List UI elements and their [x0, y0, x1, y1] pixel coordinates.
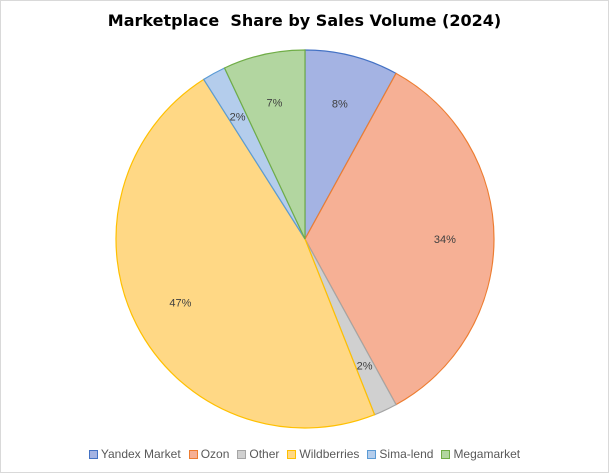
legend-item-ozon: Ozon	[188, 447, 230, 461]
chart-title: Marketplace Share by Sales Volume (2024)	[107, 11, 502, 30]
data-label-yandex-market: 8%	[332, 99, 348, 111]
legend-swatch	[237, 449, 247, 459]
pie-chart: 8% 34% 2% 47% 2% 7%	[115, 49, 495, 429]
legend-item-wildberries: Wildberries	[287, 447, 359, 461]
legend-swatch	[441, 449, 451, 459]
data-label-megamarket: 7%	[267, 98, 283, 110]
data-label-ozon: 34%	[434, 234, 456, 246]
legend-item-megamarket: Megamarket	[441, 447, 520, 461]
legend-swatch	[287, 449, 297, 459]
pie-slice-wildberries	[115, 78, 376, 429]
legend-swatch	[367, 449, 377, 459]
data-label-wildberries: 47%	[169, 297, 191, 309]
legend-item-other: Other	[237, 447, 279, 461]
legend-swatch	[88, 449, 98, 459]
legend-item-yandex-market: Yandex Market	[88, 447, 181, 461]
pie-slice-megamarket	[223, 49, 306, 240]
legend-label: Wildberries	[299, 447, 360, 461]
legend-label: Other	[249, 447, 280, 461]
data-label-sima-lend: 2%	[230, 111, 246, 123]
pie-slice-ozon	[304, 72, 495, 406]
legend-swatch	[188, 449, 198, 459]
legend-label: Yandex Market	[100, 447, 181, 461]
legend-label: Megamarket	[453, 447, 521, 461]
legend-label: Sima-lend	[379, 447, 434, 461]
data-label-other: 2%	[357, 361, 373, 373]
legend: Yandex Market Ozon Other Wildberries Sima-le…	[1, 447, 608, 461]
legend-item-sima-lend: Sima-lend	[367, 447, 433, 461]
legend-label: Ozon	[200, 447, 230, 461]
pie-slice-yandex-market	[304, 49, 397, 240]
